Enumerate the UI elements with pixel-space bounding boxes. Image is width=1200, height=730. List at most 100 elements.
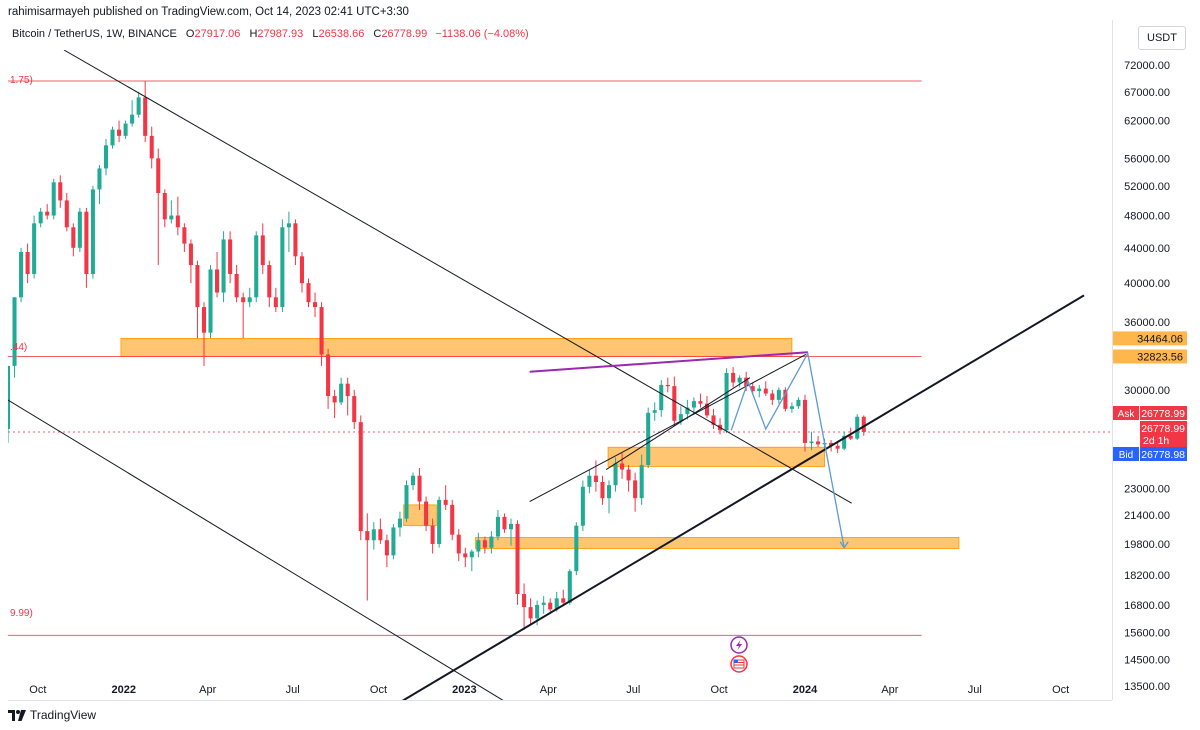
candle-body [802, 399, 807, 443]
candle-body [228, 239, 233, 274]
candle-body [659, 384, 664, 411]
price-tick-label: 67000.00 [1124, 87, 1170, 99]
candle-body [789, 406, 794, 409]
candle-body [783, 389, 788, 409]
candle-body [476, 540, 481, 552]
candle-body [286, 223, 291, 228]
bid-value-bg [1140, 447, 1187, 461]
candle-body [620, 463, 625, 470]
candle-body [188, 243, 193, 266]
candle-body [38, 211, 43, 224]
symbol-name[interactable]: Bitcoin / TetherUS, 1W, BINANCE [12, 28, 177, 40]
candle-body [731, 372, 736, 383]
fib-label-bottom: 9.99) [10, 608, 33, 619]
lightning-icon[interactable] [730, 636, 748, 654]
candle-body [32, 223, 37, 274]
time-tick-label: Oct [1052, 684, 1069, 696]
candle-body [776, 389, 781, 400]
candle-body [842, 435, 847, 449]
us-flag-calendar-icon[interactable] [730, 655, 748, 673]
candle-body [809, 441, 814, 443]
ask-value: 26778.99 [1141, 408, 1185, 420]
currency-button[interactable]: USDT [1138, 26, 1186, 50]
candle-body [606, 485, 612, 499]
tradingview-brand[interactable]: TradingView [8, 708, 96, 722]
candle-body [737, 377, 742, 383]
candle-body [241, 297, 246, 303]
candle-body [528, 607, 533, 619]
candle-body [339, 383, 344, 403]
candle-body [430, 525, 435, 544]
price-tick-label: 72000.00 [1124, 60, 1170, 72]
candle-body [136, 97, 141, 115]
price-axis-border [1112, 20, 1113, 700]
time-tick-label: 2022 [111, 684, 135, 696]
last-price-bg [1140, 421, 1187, 447]
candle-body [704, 403, 710, 416]
projection-path [730, 351, 845, 548]
time-tick-label: Apr [199, 684, 216, 696]
candle-body [332, 396, 337, 403]
candle-body [260, 235, 265, 266]
candle-body [639, 464, 644, 499]
candle-body [247, 297, 252, 303]
bid-label: Bid [1119, 450, 1133, 461]
candle-body [561, 598, 566, 603]
open-value: 27917.06 [194, 28, 241, 40]
candle-body [672, 386, 677, 421]
candle-body [215, 269, 220, 293]
candle-body [587, 475, 592, 487]
candle-body [143, 97, 148, 136]
change-value: −1138.06 (−4.08%) [435, 28, 529, 40]
symbol-legend: Bitcoin / TetherUS, 1W, BINANCE O27917.0… [12, 28, 529, 40]
tradingview-logo-icon [8, 709, 26, 721]
candle-body [175, 215, 180, 228]
bid-label-bg [1113, 447, 1139, 461]
trend-line [8, 399, 504, 700]
candle-body [600, 481, 605, 499]
candle-body [848, 435, 853, 439]
candle-body [711, 415, 716, 425]
candle-body [816, 441, 821, 445]
resistance-tag-1: 34464.06 [1137, 333, 1183, 345]
candle-body [489, 536, 494, 548]
candle-body [829, 442, 834, 446]
candle-body [358, 422, 363, 532]
time-axis: Oct 2022 Apr Jul Oct 2023 Apr Jul Oct 2024 Apr Jul O… [29, 684, 1069, 696]
candle-body [397, 518, 402, 528]
candle-body [757, 388, 762, 392]
candle-body [156, 158, 161, 194]
candle-body [417, 475, 422, 502]
candle-body [633, 480, 638, 499]
candle-body [437, 499, 442, 544]
price-axis: 72000.00 67000.00 62000.00 56000.00 52000.00… [1124, 60, 1170, 693]
candle-body [306, 283, 311, 303]
candle-body [763, 388, 768, 394]
candle-body [12, 297, 17, 366]
price-tick-label: 52000.00 [1124, 181, 1170, 193]
candle-body [8, 365, 11, 429]
candle-body [469, 551, 474, 558]
candle-body [195, 265, 200, 308]
candle-body [371, 529, 376, 541]
time-tick-label: 2024 [793, 684, 818, 696]
time-tick-label: 2023 [452, 684, 476, 696]
high-label: H [249, 28, 258, 40]
candle-body [201, 307, 207, 333]
time-tick-label: Jul [626, 684, 640, 696]
trend-line [63, 50, 852, 504]
time-tick-label: Oct [370, 684, 387, 696]
ask-value-bg [1140, 406, 1187, 420]
candle-body [182, 227, 187, 244]
projection-layer [730, 351, 849, 549]
price-tick-label: 15600.00 [1124, 627, 1170, 639]
candle-body [162, 193, 167, 220]
candles-layer [8, 80, 866, 631]
candle-body [665, 384, 670, 387]
candle-body [515, 523, 520, 595]
candle-body [835, 445, 840, 449]
candle-body [123, 123, 128, 136]
candle-body [299, 256, 304, 284]
